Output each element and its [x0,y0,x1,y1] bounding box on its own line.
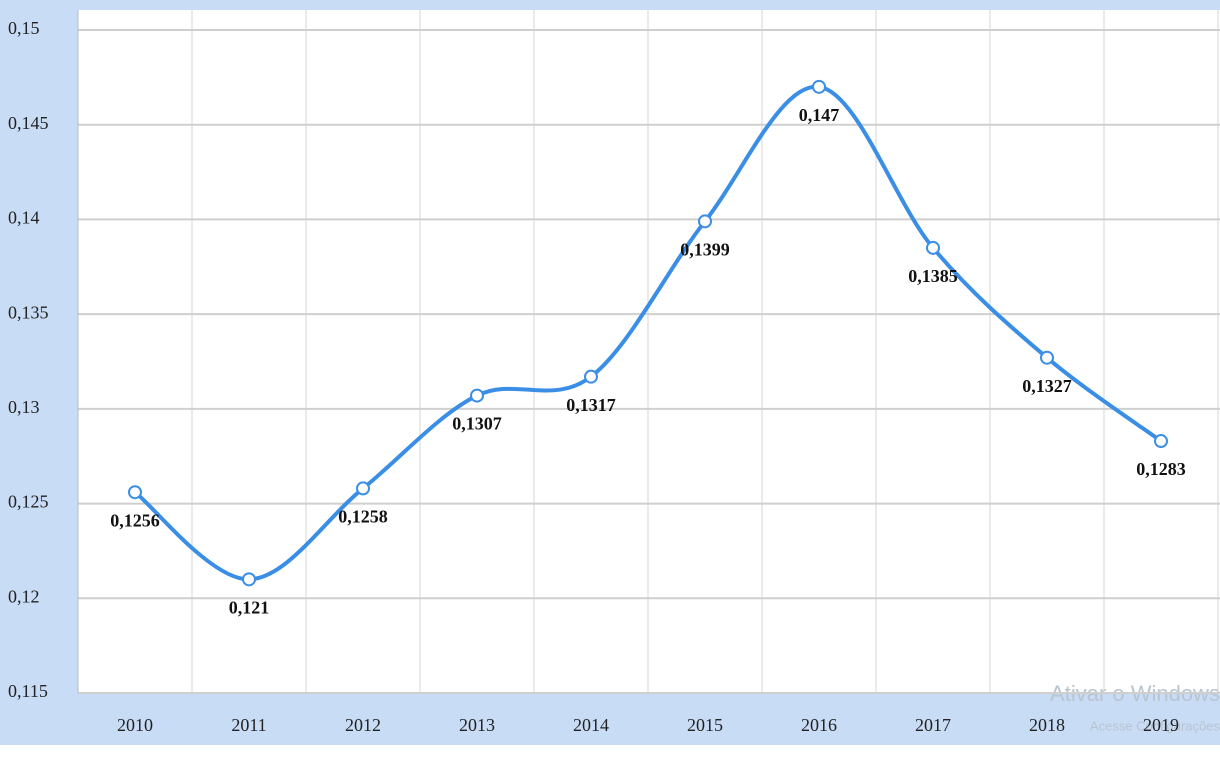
point [926,240,940,255]
point [1040,350,1054,365]
point [584,369,598,384]
x-tick-label: 2013 [459,715,495,735]
watermark: Acesse Configurações [1090,718,1220,733]
point [1154,434,1168,449]
x-tick-label: 2011 [231,715,266,735]
x-tick-label: 2017 [915,715,951,735]
y-tick-label: 0,15 [8,18,40,38]
x-tick-label: 2010 [117,715,153,735]
x-tick-label: 2019 [1143,715,1179,735]
data-label: 0,1256 [110,510,160,530]
data-label: 0,1317 [566,395,616,415]
y-tick-label: 0,13 [8,397,40,417]
data-label: 0,121 [229,597,270,617]
x-tick-label: 2015 [687,715,723,735]
data-label: 0,1327 [1022,376,1072,396]
point [812,79,826,94]
point [356,481,370,496]
point [242,572,256,587]
y-tick-label: 0,145 [8,113,49,133]
data-label: 0,1307 [452,414,502,434]
point [128,485,142,500]
data-label: 0,1258 [338,507,388,527]
x-tick-label: 2018 [1029,715,1065,735]
y-tick-label: 0,14 [8,208,40,228]
point [470,388,484,403]
data-label: 0,1385 [908,266,958,286]
y-tick-label: 0,12 [8,586,40,606]
data-label: 0,1283 [1136,459,1186,479]
x-tick-label: 2012 [345,715,381,735]
data-label: 0,1399 [680,239,730,259]
y-tick-label: 0,115 [8,681,48,701]
y-tick-label: 0,135 [8,302,49,322]
point [698,214,712,229]
x-tick-label: 2014 [573,715,609,735]
data-label: 0,147 [799,105,840,125]
line [133,84,1163,582]
y-tick-label: 0,125 [8,492,49,512]
x-tick-label: 2016 [801,715,837,735]
